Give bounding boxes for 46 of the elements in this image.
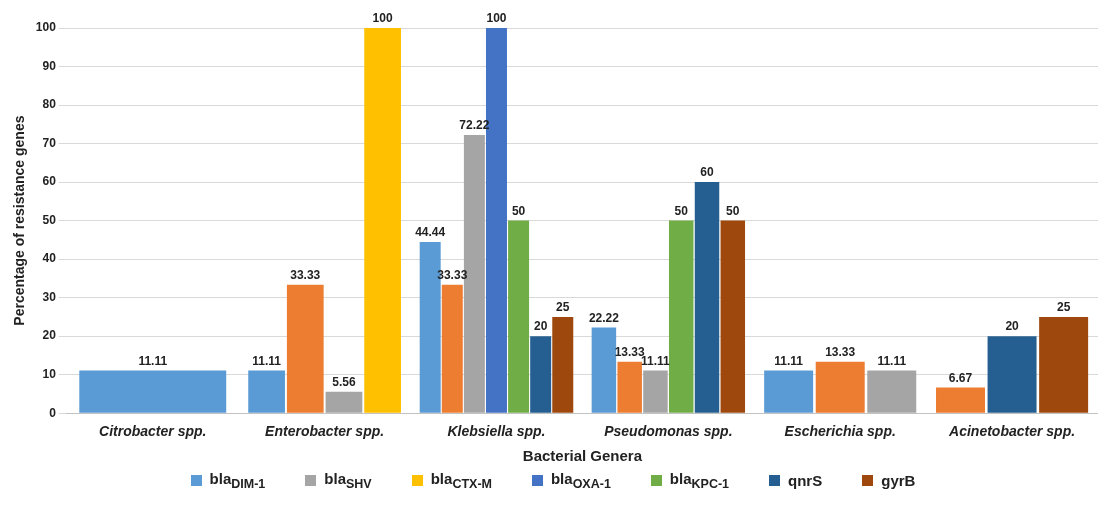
data-label: 20 [533,319,548,334]
legend-label: bla$_{OXA-1}$ [550,470,611,491]
y-tick-label: 70 [42,135,57,150]
y-axis-title: Percentage of resistance genes [11,115,28,326]
data-label: 33.33 [290,268,321,283]
data-label: 6.67 [948,370,973,385]
data-label: 20 [1005,319,1020,334]
data-label: 13.33 [825,345,856,360]
x-tick-label: Enterobacter spp. [265,423,385,440]
data-label: 50 [674,203,689,218]
data-label: 11.11 [774,353,804,368]
x-tick-label: Pseudomonas spp. [604,423,733,440]
y-tick-label: 50 [42,212,57,227]
data-label: 11.11 [252,353,282,368]
y-tick-label: 90 [42,58,57,73]
data-label: 100 [372,11,393,26]
data-label: 44.44 [415,225,446,240]
x-tick-label: Klebsiella spp. [447,423,546,440]
y-tick-label: 20 [42,328,57,343]
x-tick-label: Citrobacter spp. [99,423,207,440]
data-label: 100 [486,11,507,26]
y-tick-label: 80 [42,97,57,112]
data-label: 5.56 [332,375,356,390]
data-label: 25 [1056,300,1071,315]
data-label: 50 [726,203,740,218]
y-tick-label: 0 [49,405,57,420]
data-label: 11.11 [138,353,168,368]
x-tick-label: Acinetobacter spp. [948,423,1076,440]
x-axis-title: Bacterial Genera [522,447,643,465]
y-tick-label: 60 [42,174,57,189]
legend-label: bla$_{DIM-1}$ [209,470,266,491]
y-tick-label: 10 [42,366,57,381]
legend-label: gyrB [881,472,916,489]
legend-label: bla$_{SHV}$ [324,470,372,491]
y-tick-label: 30 [42,289,57,304]
data-label: 22.22 [588,310,620,325]
y-tick-label: 100 [35,20,57,35]
legend-label: bla$_{CTX-M}$ [430,470,492,491]
data-label: 25 [556,300,570,315]
legend-label: bla$_{KPC-1}$ [669,470,730,491]
legend-label: qnrS [788,472,823,489]
data-label: 11.11 [877,353,907,368]
y-tick-label: 40 [42,251,57,266]
data-label: 60 [700,165,715,180]
x-tick-label: Escherichia spp. [784,423,896,440]
data-label: 50 [511,203,526,218]
